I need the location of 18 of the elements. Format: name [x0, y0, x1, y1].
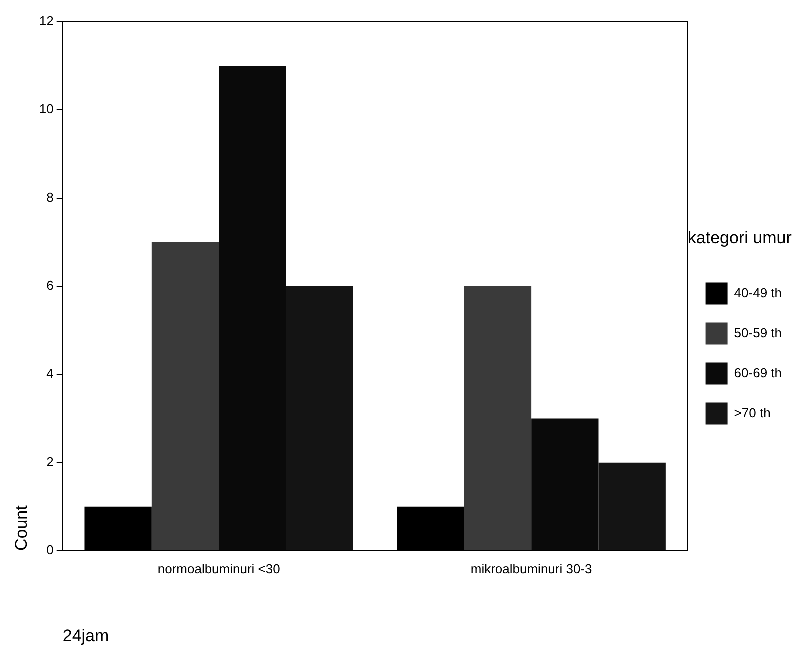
legend-label: 40-49 th: [734, 285, 782, 300]
legend-title: kategori umur: [688, 228, 792, 248]
y-tick-label: 4: [46, 366, 54, 382]
y-tick-label: 2: [46, 454, 54, 470]
y-tick-label: 12: [39, 14, 54, 29]
x-axis-title: 24jam: [62, 626, 110, 646]
x-tick-label: mikroalbuminuri 30-3: [470, 561, 592, 576]
x-tick-label: normoalbuminuri <30: [158, 561, 280, 576]
y-axis-title: Count: [12, 505, 31, 551]
legend-label: 50-59 th: [734, 325, 782, 340]
y-tick-label: 0: [46, 542, 54, 558]
y-tick-label: 10: [39, 102, 54, 117]
legend-label: 60-69 th: [734, 365, 782, 380]
bar: [464, 286, 532, 550]
legend-label: >70 th: [734, 405, 771, 420]
bar: [152, 242, 220, 550]
y-tick-label: 6: [46, 278, 54, 294]
y-tick-label: 8: [46, 190, 54, 205]
